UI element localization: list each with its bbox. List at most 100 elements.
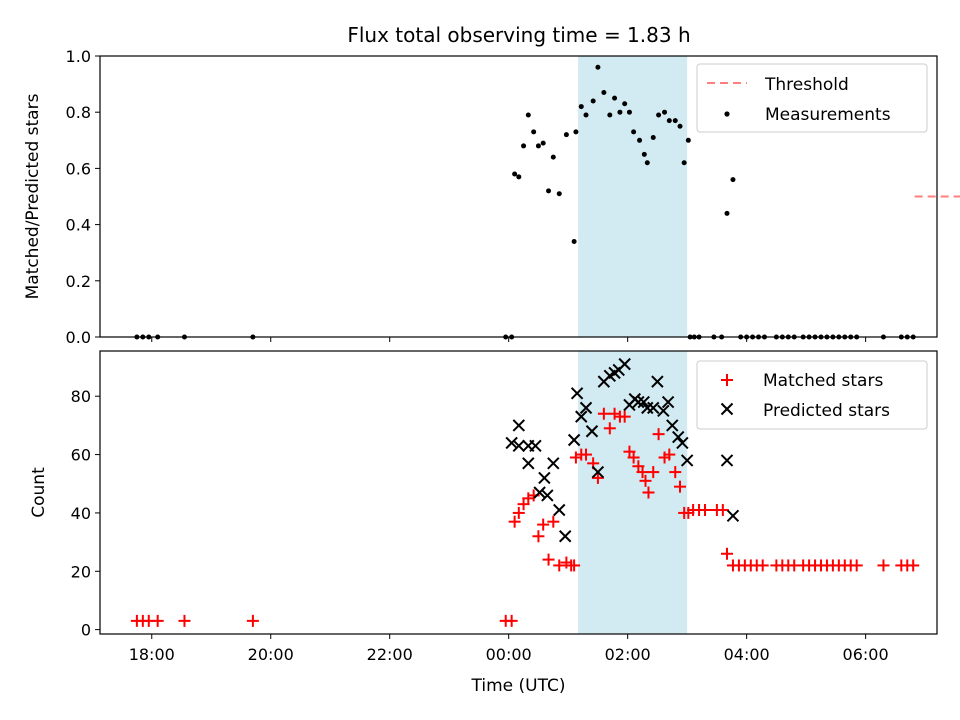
- measurement-point: [516, 174, 522, 180]
- matched-star-point: [542, 553, 555, 566]
- measurement-point: [556, 191, 562, 197]
- matched-star-point: [522, 492, 535, 505]
- predicted-star-point: [533, 486, 546, 499]
- matched-star-point: [603, 422, 616, 435]
- predicted-star-point: [570, 387, 584, 400]
- matched-star-point: [669, 466, 682, 479]
- matched-star-point: [652, 428, 665, 441]
- x-axis-label: Time (UTC): [471, 676, 566, 696]
- measurement-point: [666, 118, 672, 124]
- matched-star-point: [512, 506, 525, 519]
- measurement-point: [677, 123, 683, 129]
- predicted-star-point: [541, 489, 554, 502]
- measurement-point: [571, 238, 577, 244]
- legend-matched-swatch: [721, 374, 733, 386]
- measurement-point: [730, 177, 736, 183]
- predicted-star-point: [661, 395, 675, 409]
- bottom-legend-box: [696, 360, 928, 430]
- measurement-point: [626, 109, 632, 115]
- measurement-point: [637, 137, 643, 143]
- top-y-tick-label: 0.0: [66, 328, 91, 347]
- matched-star-point: [568, 559, 581, 572]
- predicted-star-point: [505, 436, 518, 450]
- matched-star-point: [907, 559, 920, 572]
- predicted-star-point: [538, 471, 551, 485]
- top-panel: 0.0 0.2 0.4 0.6 0.8 1.0 Matched/Predicted sta…: [23, 47, 960, 347]
- measurement-point: [685, 137, 691, 143]
- predicted-star-point: [585, 425, 599, 438]
- matched-star-point: [569, 451, 582, 464]
- matched-star-point: [618, 410, 631, 423]
- predicted-star-point: [512, 439, 526, 453]
- matched-star-point: [698, 504, 711, 517]
- bottom-panel: 18:00 20:00 22:00 00:00 02:00 04:00 06:00 0 20 4…: [29, 350, 938, 696]
- predicted-star-point: [657, 404, 670, 418]
- matched-star-point: [877, 559, 890, 572]
- predicted-star-point: [579, 401, 593, 415]
- measurement-point: [540, 140, 546, 146]
- measurement-point: [535, 143, 541, 149]
- top-legend-box: [696, 63, 928, 133]
- x-tick-label: 00:00: [486, 645, 532, 664]
- matched-star-point: [756, 559, 769, 572]
- bottom-highlight-band: [578, 351, 688, 634]
- chart-title: Flux total observing time = 1.83 h: [347, 23, 690, 47]
- measurement-point: [650, 134, 656, 140]
- matched-star-point: [537, 518, 550, 531]
- legend-predicted-marker: [720, 402, 734, 416]
- predicted-star-point: [680, 454, 694, 467]
- measurement-point: [724, 210, 730, 216]
- top-plot-frame: [99, 55, 938, 338]
- matched-star-point: [642, 486, 655, 499]
- measurement-point: [595, 64, 601, 70]
- matched-star-point: [597, 407, 610, 420]
- measurement-point: [617, 109, 623, 115]
- legend-predicted-label: Predicted stars: [763, 401, 890, 421]
- top-y-tick-label: 0.6: [66, 159, 91, 178]
- predicted-star-point: [647, 401, 660, 415]
- matched-star-point: [716, 504, 729, 517]
- measurement-point: [531, 129, 537, 135]
- matched-star-point: [636, 466, 649, 479]
- predicted-star-point: [720, 454, 734, 467]
- measurement-point: [656, 112, 662, 118]
- matched-star-point: [721, 547, 734, 560]
- measurement-point: [521, 143, 527, 149]
- bottom-y-tick-label: 20: [71, 562, 91, 581]
- legend-matched-label: Matched stars: [763, 371, 883, 391]
- x-tick-label: 06:00: [843, 645, 889, 664]
- predicted-star-point: [676, 436, 689, 450]
- legend-matched-marker: [721, 374, 733, 386]
- legend-measurements-label: Measurements: [765, 105, 891, 125]
- measurement-point: [681, 160, 687, 166]
- x-tick-label: 20:00: [248, 645, 294, 664]
- matched-star-point: [547, 515, 560, 528]
- matched-star-point: [553, 559, 566, 572]
- predicted-star-point: [632, 395, 645, 409]
- top-highlight-band: [578, 56, 688, 337]
- top-y-tick-label: 0.8: [66, 103, 91, 122]
- measurement-point: [612, 95, 618, 101]
- predicted-star-point: [553, 503, 566, 517]
- measurement-point: [546, 188, 552, 194]
- predicted-star-point: [522, 457, 535, 470]
- measurement-point: [672, 118, 678, 124]
- bottom-y-axis-label: Count: [29, 467, 49, 518]
- matched-star-point: [608, 407, 621, 420]
- measurement-point: [583, 112, 589, 118]
- matched-star-point: [151, 614, 164, 627]
- predicted-star-point: [618, 357, 631, 371]
- bottom-y-tick-label: 40: [71, 504, 91, 523]
- predicted-star-point: [666, 419, 679, 432]
- matched-star-point: [850, 559, 863, 572]
- legend-predicted-swatch: [720, 402, 734, 416]
- measurement-point: [641, 151, 647, 157]
- predicted-star-point: [512, 419, 526, 432]
- measurement-point: [578, 104, 584, 110]
- top-y-axis-label: Matched/Predicted stars: [23, 93, 43, 299]
- bottom-plot-frame: [99, 350, 938, 635]
- matched-star-point: [505, 614, 518, 627]
- measurement-point: [550, 154, 556, 160]
- predicted-star-point: [591, 465, 605, 479]
- predicted-star-point: [637, 395, 650, 409]
